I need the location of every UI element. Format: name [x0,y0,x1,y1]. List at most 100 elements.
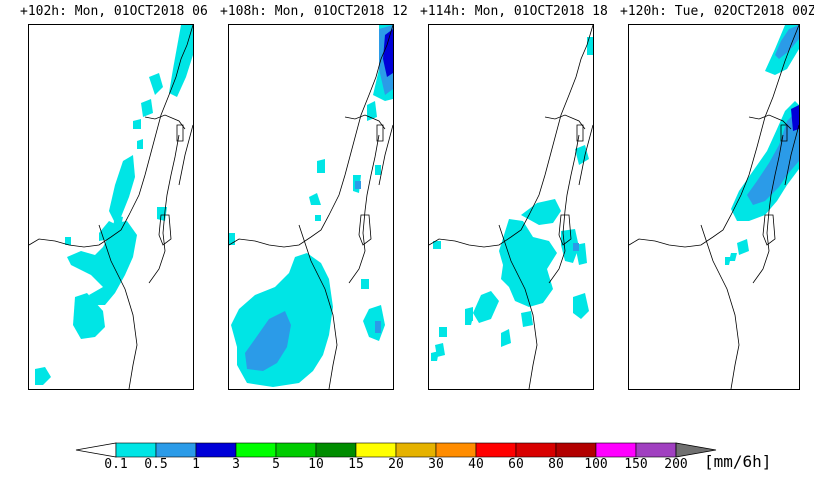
colorbar-tick-label: 20 [388,457,404,472]
jordan-east [178,124,193,186]
precip-area [431,351,439,361]
precip-area [433,241,441,249]
colorbar-legend: 0.1 0.5 1 3 5 10 15 20 30 40 60 80 100 150 200 [mm/6h] [0,430,814,481]
precip-area [501,329,511,347]
precip-area [149,73,163,95]
precip-area [67,221,137,305]
precip-area [375,321,381,333]
colorbar-swatch [355,442,397,458]
colorbar-swatch [635,442,677,458]
precip-area [737,239,749,255]
lebanon-border [544,114,586,130]
coastline [629,25,799,248]
panel-3-title: +114h: Mon, 01OCT2018 18 [420,4,608,19]
precip-area [439,327,447,337]
jordan-east [784,124,799,186]
precip-area [361,279,369,289]
precip-area [561,229,579,263]
egypt-border [700,224,740,389]
egypt-border [498,224,538,389]
colorbar-under-triangle [75,442,117,458]
colorbar-tick-label: 0.5 [144,457,168,472]
jordan-border [348,134,380,284]
colorbar-tick-label: 200 [664,457,688,472]
precip-area [521,199,561,225]
colorbar-tick-label: 60 [508,457,524,472]
colorbar-tick-label: 10 [308,457,324,472]
egypt-border [298,224,338,389]
dead-sea [762,214,776,246]
precip-area [465,317,473,325]
precip-area [355,181,361,189]
precip-area [731,101,799,221]
colorbar-over-triangle [675,442,717,458]
colorbar-swatch [235,442,277,458]
jordan-border [752,134,784,284]
precip-area [367,101,377,121]
precip-area [133,119,141,129]
map-panel-3-svg [429,25,593,389]
colorbar-tick-label: 5 [272,457,280,472]
precip-area [109,155,135,223]
colorbar-swatch [395,442,437,458]
precip-area [499,219,557,307]
colorbar-unit: [mm/6h] [704,452,772,471]
precip-area [99,221,117,241]
jordan-border [548,134,580,284]
colorbar-tick-label: 15 [348,457,364,472]
jordan-east [378,124,393,186]
lebanon-border [344,114,386,130]
colorbar-swatch [515,442,557,458]
precip-area [141,99,153,117]
colorbar-swatch [315,442,357,458]
jordan-east [578,124,593,186]
jordan-border [148,134,180,284]
precip-area [383,29,393,77]
precip-area [725,257,731,265]
precip-area [35,367,51,385]
precip-area [575,145,589,165]
precip-area [747,109,799,205]
dead-sea [358,214,372,246]
panel-1-title: +102h: Mon, 01OCT2018 06 [20,4,208,19]
colorbar-swatch [275,442,317,458]
precip-area [791,105,799,131]
colorbar-tick-label: 80 [548,457,564,472]
colorbar-swatch [555,442,597,458]
precip-area [573,243,579,251]
egypt-border [98,224,138,389]
precip-area [363,305,385,341]
coastline [229,25,393,248]
precip-area [573,293,589,319]
colorbar-swatch [155,442,197,458]
colorbar-tick-label: 30 [428,457,444,472]
golan-lake [780,124,788,142]
map-panel-4 [628,24,800,390]
map-panel-2 [228,24,394,390]
precip-area [317,159,325,173]
dead-sea [558,214,572,246]
golan-lake [576,124,584,142]
colorbar-tick-label: 150 [624,457,648,472]
precip-area [65,237,71,245]
precip-area [729,253,737,261]
precip-area [73,293,105,339]
panel-4-title: +120h: Tue, 02OCT2018 00Z [620,4,814,19]
precip-area [315,215,321,221]
golan-lake [376,124,384,142]
golan-lake [176,124,184,142]
colorbar-swatch [595,442,637,458]
map-panel-1-svg [29,25,193,389]
coastline [29,25,193,248]
lebanon-border [144,114,186,130]
map-panel-4-svg [629,25,799,389]
dead-sea [158,214,172,246]
colorbar-swatch [435,442,477,458]
coastline [429,25,593,248]
colorbar [75,442,717,458]
precip-area [521,311,533,327]
colorbar-swatch [475,442,517,458]
precip-area [137,139,143,149]
colorbar-tick-label: 3 [232,457,240,472]
precip-area [309,193,321,205]
